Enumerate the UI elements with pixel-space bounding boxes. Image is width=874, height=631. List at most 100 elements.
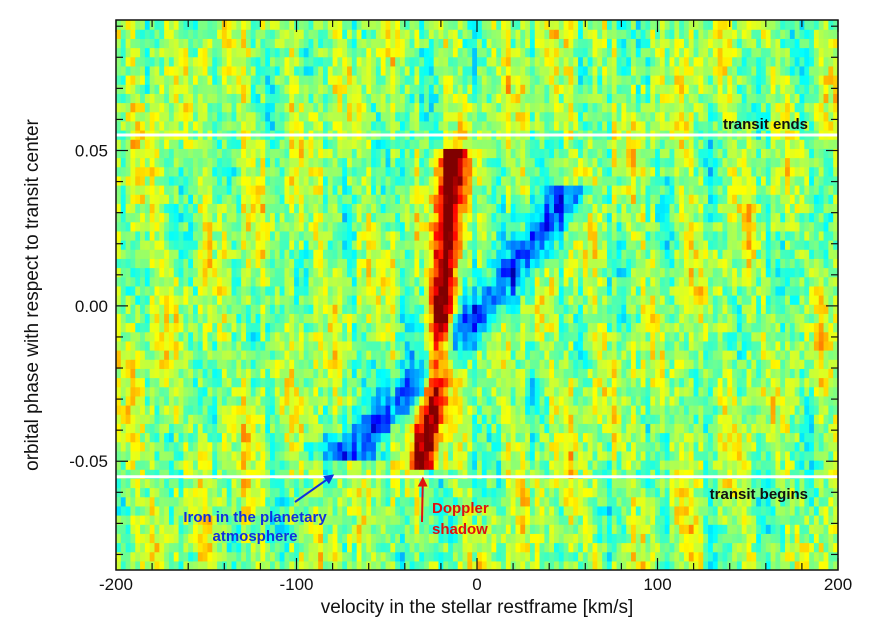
heatmap-cell [193, 533, 199, 544]
heatmap-cell [722, 515, 728, 525]
heatmap-cell [727, 276, 733, 287]
heatmap-cell [573, 340, 579, 351]
heatmap-cell [592, 450, 598, 461]
heatmap-cell [322, 331, 329, 342]
heatmap-cell [563, 276, 570, 287]
heatmap-cell [375, 331, 382, 342]
heatmap-cell [390, 515, 396, 525]
heatmap-cell [741, 285, 748, 296]
heatmap-cell [501, 432, 507, 443]
heatmap-cell [270, 487, 276, 498]
heatmap-cell [322, 533, 329, 544]
heatmap-cell [544, 377, 550, 388]
heatmap-cell [727, 295, 733, 305]
heatmap-cell [554, 405, 560, 415]
heatmap-cell [809, 350, 815, 360]
heatmap-cell [125, 414, 132, 424]
heatmap-cell [515, 505, 521, 516]
heatmap-cell [120, 524, 127, 534]
heatmap-cell [154, 533, 160, 544]
heatmap-cell [606, 386, 613, 397]
heatmap-cell [770, 560, 777, 570]
heatmap-cell [669, 524, 675, 534]
heatmap-cell [448, 386, 454, 397]
heatmap-cell [770, 386, 777, 397]
heatmap-cell [756, 560, 762, 570]
heatmap-cell [419, 542, 425, 553]
heatmap-cell [799, 423, 805, 434]
heatmap-cell [193, 331, 199, 342]
heatmap-cell [674, 496, 680, 507]
heatmap-cell [135, 340, 141, 351]
heatmap-cell [809, 368, 815, 379]
heatmap-cell [611, 469, 618, 479]
heatmap-cell [294, 487, 300, 498]
heatmap-cell [712, 313, 719, 324]
heatmap-cell [683, 515, 690, 525]
heatmap-cell [640, 533, 647, 544]
heatmap-cell [544, 304, 550, 314]
heatmap-cell [544, 515, 550, 525]
heatmap-cell [371, 423, 377, 434]
heatmap-cell [486, 478, 493, 489]
heatmap-cell [399, 524, 406, 534]
heatmap-cell [558, 331, 565, 342]
heatmap-cell [568, 395, 574, 406]
heatmap-cell [399, 469, 406, 479]
heatmap-cell [481, 322, 488, 333]
heatmap-cell [332, 304, 339, 314]
heatmap-cell [631, 496, 637, 507]
heatmap-cell [221, 258, 228, 269]
heatmap-cell [188, 505, 194, 516]
heatmap-cell [611, 496, 618, 507]
heatmap-cell [279, 460, 286, 470]
heatmap-cell [756, 423, 762, 434]
heatmap-cell [496, 560, 502, 570]
heatmap-cell [178, 533, 184, 544]
heatmap-cell [669, 368, 675, 379]
heatmap-cell [337, 515, 343, 525]
heatmap-cell [640, 368, 647, 379]
heatmap-cell [197, 533, 204, 544]
heatmap-cell [703, 350, 709, 360]
heatmap-cell [361, 304, 367, 314]
heatmap-cell [486, 487, 493, 498]
heatmap-cell [250, 478, 257, 489]
heatmap-cell [698, 432, 704, 443]
heatmap-cell [592, 395, 598, 406]
heatmap-cell [693, 524, 700, 534]
heatmap-cell [144, 295, 151, 305]
heatmap-cell [472, 423, 478, 434]
heatmap-cell [144, 405, 151, 415]
heatmap-cell [284, 405, 290, 415]
heatmap-cell [371, 460, 377, 470]
heatmap-cell [226, 368, 233, 379]
heatmap-cell [587, 386, 594, 397]
heatmap-cell [765, 478, 772, 489]
heatmap-cell [780, 304, 786, 314]
heatmap-cell [481, 368, 488, 379]
heatmap-cell [130, 505, 136, 516]
heatmap-cell [631, 386, 637, 397]
heatmap-cell [626, 295, 632, 305]
heatmap-cell [424, 533, 430, 544]
heatmap-cell [116, 258, 122, 269]
heatmap-cell [568, 432, 574, 443]
heatmap-cell [193, 423, 199, 434]
heatmap-cell [597, 304, 603, 314]
heatmap-cell [780, 368, 786, 379]
heatmap-cell [332, 450, 339, 461]
heatmap-cell [351, 487, 358, 498]
heatmap-cell [438, 551, 444, 562]
heatmap-cell [534, 331, 541, 342]
heatmap-cell [202, 295, 209, 305]
heatmap-cell [351, 395, 358, 406]
heatmap-cell [313, 395, 319, 406]
heatmap-cell [606, 478, 613, 489]
heatmap-cell [144, 350, 151, 360]
heatmap-cell [683, 414, 690, 424]
heatmap-cell [563, 505, 570, 516]
heatmap-cell [568, 487, 574, 498]
heatmap-cell [602, 441, 608, 452]
heatmap-cell [332, 267, 339, 278]
